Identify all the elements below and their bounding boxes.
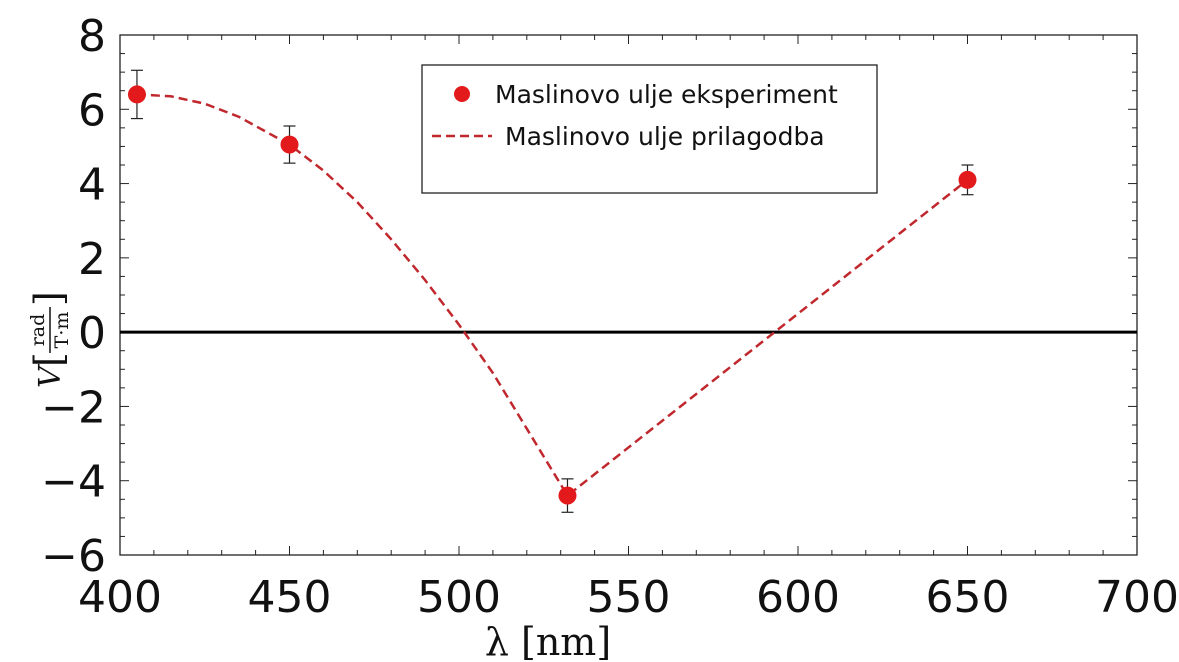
y-tick-label: −6 (41, 531, 106, 582)
y-axis-title: V [ rad T·m ] (27, 291, 73, 388)
y-axis-unit-open-bracket: [ (27, 352, 71, 367)
y-tick-label: −4 (41, 457, 106, 508)
y-axis-unit-numerator: rad (27, 314, 49, 347)
y-tick-label: 2 (78, 234, 106, 285)
legend-label-fit: Maslinovo ulje prilagodba (505, 122, 825, 151)
x-axis-title: λ [nm] (485, 620, 611, 662)
x-tick-label: 450 (248, 572, 332, 623)
legend-marker-experiment (454, 86, 470, 102)
legend-box (421, 64, 878, 194)
y-axis-unit-denominator: T·m (51, 312, 73, 349)
data-point (958, 170, 977, 189)
data-point (558, 486, 577, 505)
x-tick-label: 700 (1095, 572, 1179, 623)
y-tick-label: −2 (41, 382, 106, 433)
data-point (280, 135, 299, 154)
y-tick-label: 6 (78, 85, 106, 136)
x-tick-label: 500 (417, 572, 501, 623)
fit-curve (136, 93, 969, 498)
data-point (127, 85, 146, 104)
y-axis-symbol: V (33, 363, 68, 388)
x-tick-label: 550 (587, 572, 671, 623)
x-tick-labels: 400 450 500 550 600 650 700 (78, 572, 1179, 623)
y-tick-label: 4 (78, 160, 106, 211)
x-tick-label: 600 (756, 572, 840, 623)
axis-ticks (119, 34, 1138, 556)
y-tick-label: 8 (78, 11, 106, 62)
x-tick-label: 650 (926, 572, 1010, 623)
y-axis-unit-close-bracket: ] (27, 291, 71, 306)
y-tick-labels: −6 −4 −2 0 2 4 6 8 (41, 11, 106, 582)
legend: Maslinovo ulje eksperiment Maslinovo ulj… (421, 64, 878, 194)
x-tick-label: 400 (78, 572, 162, 623)
legend-label-experiment: Maslinovo ulje eksperiment (495, 80, 838, 109)
series-layer (127, 69, 977, 513)
y-tick-label: 0 (78, 308, 106, 359)
